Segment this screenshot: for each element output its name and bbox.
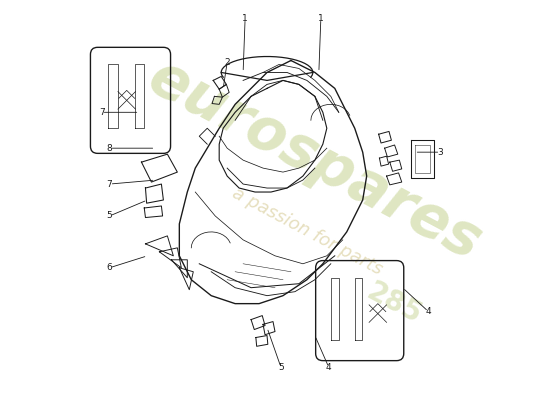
Text: 1: 1: [242, 14, 248, 23]
Text: 4: 4: [426, 307, 431, 316]
Text: 6: 6: [107, 263, 112, 272]
Text: 7: 7: [107, 180, 112, 188]
Text: 285: 285: [362, 278, 427, 330]
Text: 4: 4: [326, 363, 332, 372]
Text: 8: 8: [107, 144, 112, 153]
Text: 2: 2: [224, 58, 230, 67]
Text: 1: 1: [318, 14, 324, 23]
Text: a passion for parts: a passion for parts: [229, 184, 385, 279]
Text: 3: 3: [438, 148, 443, 157]
Text: 7: 7: [99, 108, 104, 117]
Text: 5: 5: [278, 363, 284, 372]
Text: eurospares: eurospares: [139, 48, 491, 272]
Text: 5: 5: [107, 212, 112, 220]
